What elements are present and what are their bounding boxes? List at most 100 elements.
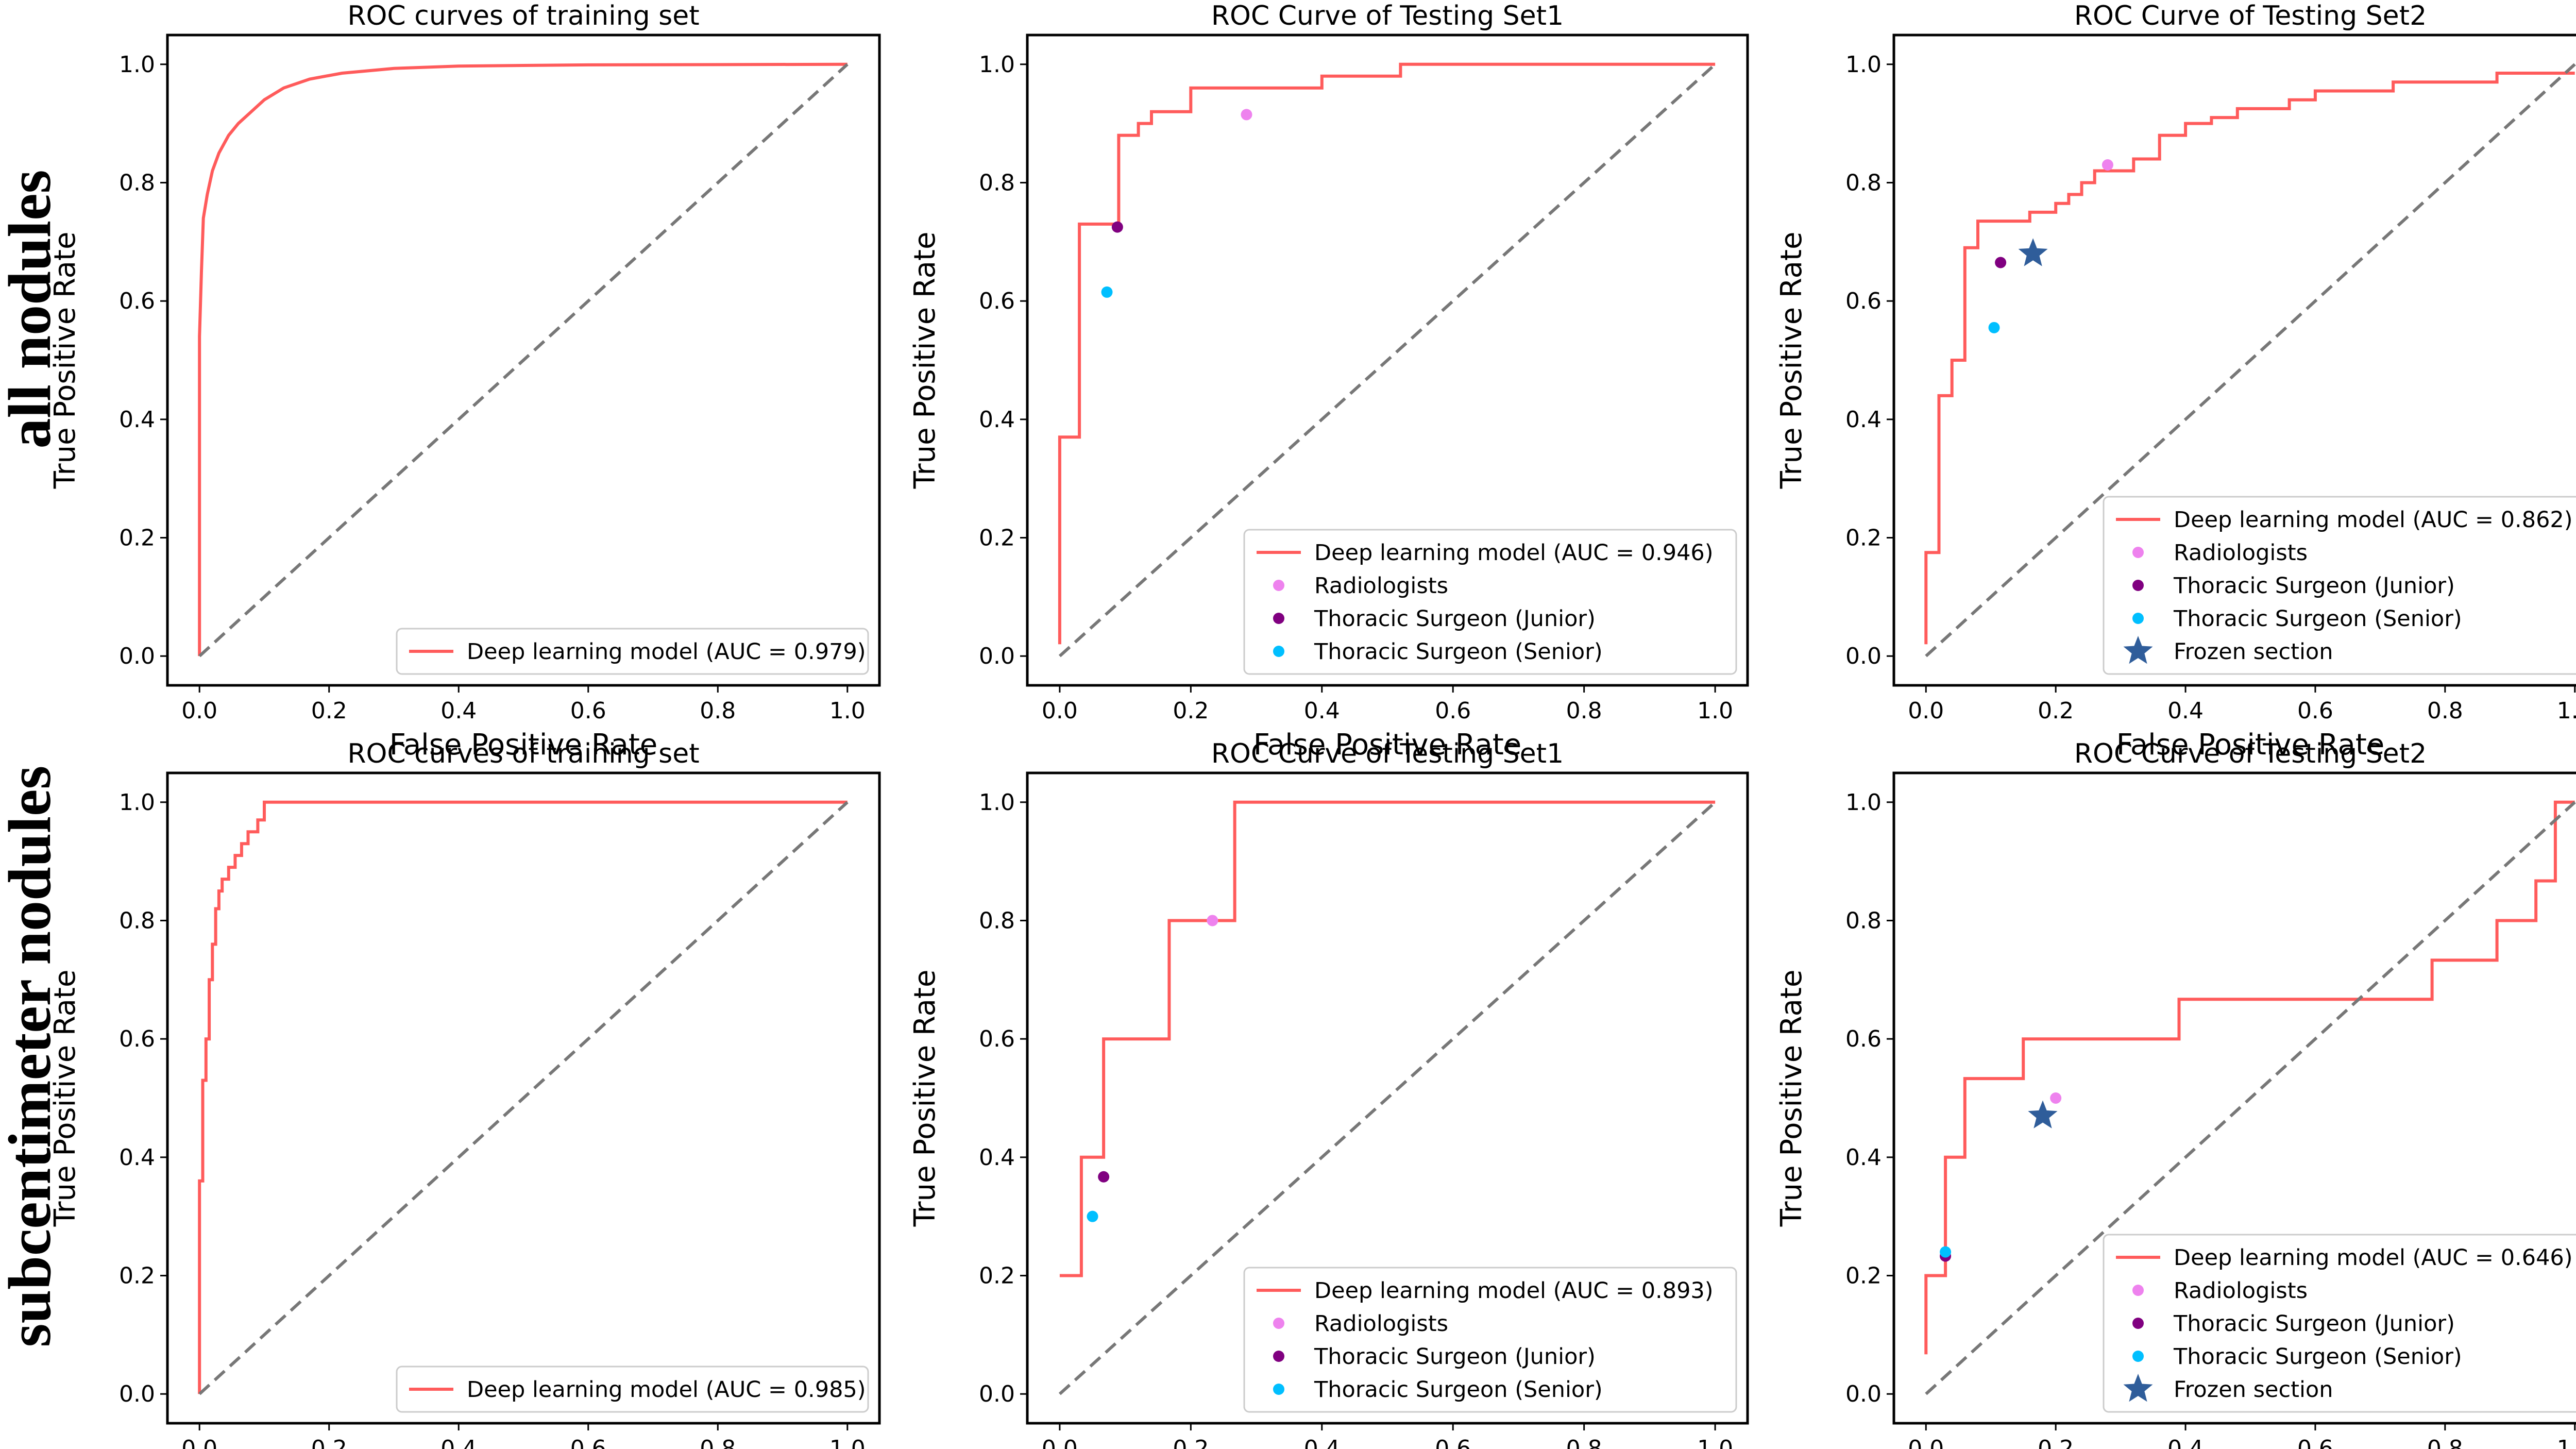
roc-chart-6: ROC Curve of Testing Set2 0.0 0.2 0.4 0.6 0.8…	[1775, 738, 2576, 1449]
x-axis-label: False Positive Rate	[389, 728, 657, 762]
y-tick-label: 0.0	[119, 643, 155, 669]
reader-point	[1101, 286, 1113, 298]
y-tick-label: 0.4	[119, 407, 155, 433]
x-axis-label: False Positive Rate	[1253, 728, 1521, 762]
reader-point	[1207, 915, 1218, 926]
x-tick-label: 0.6	[1435, 1436, 1471, 1449]
x-tick-label: 0.8	[2427, 1436, 2463, 1449]
roc-chart-4: ROC curves of training set 0.0 0.2 0.4 0.6 0.…	[48, 738, 881, 1449]
legend-dot-swatch	[1273, 646, 1284, 657]
x-tick-label: 0.6	[570, 1436, 606, 1449]
y-tick-label: 0.6	[979, 288, 1015, 314]
frozen-section-star	[2018, 238, 2048, 266]
chart-title: ROC curves of training set	[347, 1, 699, 31]
x-tick-label: 0.0	[1042, 698, 1078, 724]
legend-label: Radiologists	[1314, 573, 1448, 599]
legend-box	[1243, 529, 1737, 675]
roc-curve-line	[1924, 72, 2575, 645]
chance-diagonal-line	[1058, 63, 1717, 658]
roc-chart-5: ROC Curve of Testing Set1 0.0 0.2 0.4 0.6 0.8…	[908, 738, 1749, 1449]
y-tick-label: 0.0	[1845, 1381, 1882, 1407]
legend: Deep learning model (AUC = 0.862) Radiolo…	[2103, 496, 2576, 675]
chart-title: ROC Curve of Testing Set2	[2074, 738, 2427, 769]
x-tick-label: 0.4	[440, 698, 477, 724]
legend-label: Thoracic Surgeon (Junior)	[2173, 573, 2455, 599]
y-tick-label: 0.4	[979, 1144, 1015, 1171]
legend-label: Radiologists	[2174, 540, 2308, 566]
roc-chart-1: ROC curves of training set 0.0 0.2 0.4 0.6 0.…	[48, 1, 881, 762]
legend-box	[1243, 1267, 1737, 1413]
chance-diagonal-line	[1925, 63, 2576, 658]
y-tick-label: 0.8	[979, 907, 1015, 934]
x-tick-label: 0.4	[440, 1436, 477, 1449]
y-tick-label: 1.0	[119, 789, 155, 816]
y-tick-label: 0.6	[119, 1026, 155, 1052]
reader-point	[1988, 322, 2000, 333]
chart-title: ROC Curve of Testing Set1	[1211, 1, 1564, 31]
legend-dot-swatch	[1273, 580, 1284, 591]
x-tick-label: 0.8	[1566, 698, 1602, 724]
reader-point	[1111, 221, 1123, 233]
x-tick-label: 0.0	[1908, 698, 1944, 724]
y-tick-label: 0.8	[119, 170, 155, 196]
legend-dot-swatch	[2132, 613, 2144, 624]
y-axis-label: True Positive Rate	[908, 232, 942, 490]
legend-label: Deep learning model (AUC = 0.946)	[1314, 540, 1714, 566]
x-tick-label: 1.0	[829, 698, 866, 724]
roc-curve-line	[1059, 800, 1716, 1277]
x-tick-label: 0.2	[2038, 1436, 2074, 1449]
y-tick-label: 0.2	[1845, 1263, 1882, 1289]
reader-point	[1241, 109, 1252, 121]
reader-point	[2102, 159, 2113, 171]
y-tick-label: 0.8	[1845, 907, 1882, 934]
chance-diagonal-line	[1058, 801, 1717, 1395]
legend-box	[396, 1366, 869, 1413]
reader-point	[1087, 1210, 1098, 1222]
legend-label: Thoracic Surgeon (Senior)	[2173, 606, 2462, 632]
y-tick-label: 0.6	[1845, 1026, 1882, 1052]
reader-point	[1098, 1171, 1110, 1183]
x-tick-label: 0.4	[2167, 1436, 2204, 1449]
y-tick-label: 0.8	[979, 170, 1015, 196]
legend-label: Deep learning model (AUC = 0.646)	[2174, 1245, 2573, 1271]
legend-label: Deep learning model (AUC = 0.985)	[467, 1377, 866, 1403]
y-tick-label: 0.4	[1845, 407, 1882, 433]
axes-frame	[1892, 771, 2576, 1425]
y-tick-label: 0.2	[119, 1263, 155, 1289]
legend-label: Frozen section	[2174, 639, 2333, 665]
legend: Deep learning model (AUC = 0.946) Radiolo…	[1243, 529, 1737, 675]
x-tick-label: 0.4	[2167, 698, 2204, 724]
y-tick-label: 0.4	[979, 407, 1015, 433]
reader-point	[1940, 1246, 1952, 1258]
x-tick-label: 0.6	[1435, 698, 1471, 724]
y-tick-label: 0.4	[119, 1144, 155, 1171]
legend-label: Thoracic Surgeon (Senior)	[1314, 1377, 1603, 1403]
y-tick-label: 0.2	[979, 1263, 1015, 1289]
legend-star-swatch	[2123, 1374, 2153, 1402]
y-tick-label: 1.0	[1845, 52, 1882, 78]
y-axis-label: True Positive Rate	[1775, 232, 1808, 490]
legend-label: Thoracic Surgeon (Junior)	[1314, 1344, 1596, 1370]
y-tick-label: 0.2	[979, 525, 1015, 551]
roc-curve-line	[198, 62, 848, 656]
chance-diagonal-line	[1925, 801, 2576, 1395]
legend-label: Radiologists	[1314, 1311, 1448, 1337]
x-axis-label: False Positive Rate	[2116, 728, 2384, 762]
x-tick-label: 0.4	[1304, 1436, 1340, 1449]
y-axis-label: True Positive Rate	[48, 970, 82, 1227]
legend-box	[2103, 1234, 2576, 1413]
chance-diagonal-line	[198, 63, 849, 658]
legend-dot-swatch	[1273, 1384, 1284, 1395]
x-tick-label: 1.0	[2557, 698, 2576, 724]
roc-chart-3: ROC Curve of Testing Set2 0.0 0.2 0.4 0.6 0.8…	[1775, 1, 2576, 762]
x-tick-label: 0.0	[181, 1436, 217, 1449]
legend: Deep learning model (AUC = 0.893) Radiolo…	[1243, 1267, 1737, 1413]
x-tick-label: 0.0	[1042, 1436, 1078, 1449]
legend-label: Thoracic Surgeon (Senior)	[2173, 1344, 2462, 1370]
x-tick-label: 0.6	[2297, 1436, 2333, 1449]
reader-point	[1995, 257, 2007, 268]
y-tick-label: 1.0	[1845, 789, 1882, 816]
y-tick-label: 0.0	[1845, 643, 1882, 669]
x-tick-label: 1.0	[829, 1436, 866, 1449]
